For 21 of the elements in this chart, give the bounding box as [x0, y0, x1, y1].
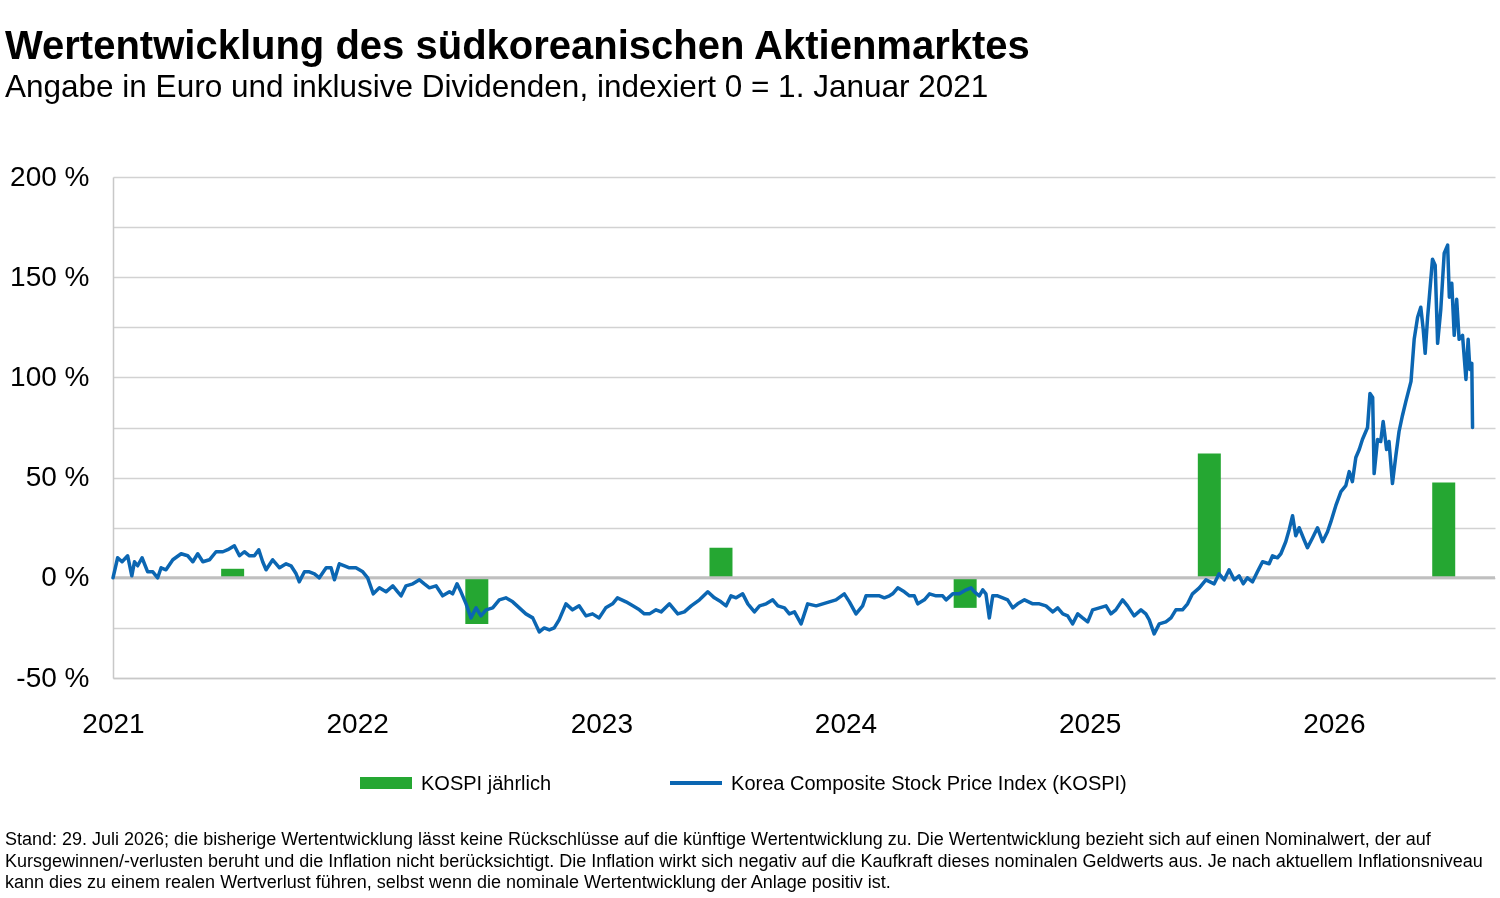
x-tick-label: 2026: [1303, 707, 1366, 739]
line-series: [111, 243, 1475, 636]
y-tick-label: 0 %: [41, 561, 90, 593]
chart-subtitle: Angabe in Euro und inklusive Dividenden, indexiert 0 = 1. Januar 2021: [5, 67, 989, 104]
bar: [1432, 482, 1456, 578]
x-tick-label: 2022: [326, 707, 389, 739]
y-tick-label: 200 %: [10, 160, 90, 192]
x-tick-label: 2024: [814, 707, 878, 739]
x-tick-label: 2025: [1059, 707, 1122, 739]
bar: [1197, 453, 1221, 578]
bar: [709, 547, 733, 578]
legend-label: KOSPI jährlich: [421, 771, 552, 795]
x-tick-label: 2021: [82, 707, 145, 739]
x-tick-label: 2023: [570, 707, 633, 739]
text: Stand: 29. Juli 2026; die bisherige Wertentwicklung lässt keine Rückschlüsse auf die künftige Wertentwicklung zu. Die Wertentwicklung bezieht sich auf einen Nominalwert, der auf Kursgewinnen/-verlusten beruht und die Inflation nicht berücksichtigt. Die Inflation wirkt sich negativ auf die Kaufkraft dieses nominalen Geldwerts aus. Je nach aktuellem Inflationsniveau kann dies zu einem realen Wertverlust führen, selbst wenn die nominale Wertentwicklung der Anlage positiv ist.: [5, 829, 1484, 894]
legend-label: Korea Composite Stock Price Index (KOSPI): [731, 771, 1127, 795]
y-tick-label: -50 %: [16, 661, 90, 693]
y-tick-label: 50 %: [25, 461, 90, 493]
y-tick-label: 100 %: [10, 360, 90, 392]
chart-title: Wertentwicklung des südkoreanischen Aktienmarktes: [5, 22, 1030, 67]
y-tick-label: 150 %: [10, 260, 90, 292]
